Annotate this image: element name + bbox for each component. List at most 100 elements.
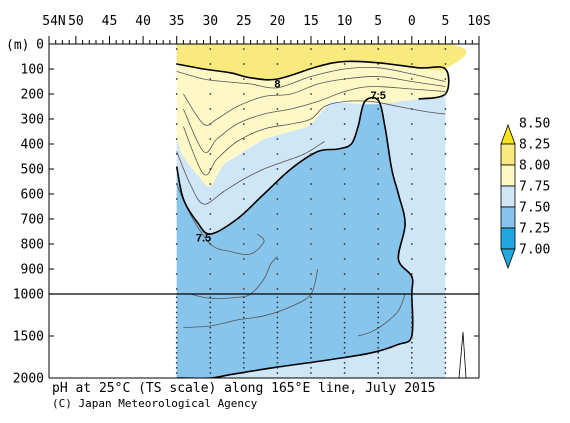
station-dot: [410, 48, 413, 50]
colorbar-swatch: [500, 164, 516, 187]
station-dot: [377, 306, 380, 309]
station-dot: [209, 331, 212, 334]
station-dot: [410, 78, 413, 80]
station-dot: [276, 93, 279, 95]
station-dot: [377, 168, 380, 170]
station-dot: [175, 243, 178, 245]
x-tick-label: 50: [68, 14, 84, 29]
thin-contour-line: [183, 100, 446, 176]
station-dot: [175, 153, 178, 155]
station-dot: [209, 346, 212, 349]
x-tick-label: 5: [441, 14, 449, 29]
thin-contour-line: [183, 76, 446, 126]
station-dot: [242, 336, 245, 339]
station-dot: [175, 288, 178, 290]
station-dot: [343, 63, 346, 65]
station-dot: [444, 138, 447, 140]
station-dot: [377, 213, 380, 215]
station-dot: [242, 316, 245, 319]
station-dot: [310, 311, 312, 314]
station-dot: [377, 331, 380, 334]
colorbar-swatch: [500, 227, 516, 250]
station-dot: [242, 48, 245, 50]
station-dot: [175, 362, 178, 364]
thin-contour-line: [357, 293, 406, 337]
station-dot: [444, 93, 447, 95]
station-dot: [242, 341, 245, 344]
station-dot: [242, 258, 245, 260]
station-dot: [209, 138, 212, 140]
contour-8-0: [176, 60, 450, 100]
station-dot: [310, 336, 312, 339]
ph-region-7-25-to-7-50: [176, 97, 413, 378]
station-dot: [444, 213, 447, 215]
station-dot: [343, 228, 346, 230]
station-dot: [410, 341, 413, 344]
station-dot: [209, 316, 212, 319]
station-dot: [242, 296, 245, 299]
y-tick-label: 600: [21, 188, 44, 203]
station-dot: [410, 326, 413, 329]
station-dot: [410, 228, 413, 230]
station-dot: [377, 153, 380, 155]
station-dot: [175, 331, 178, 334]
station-dot: [343, 93, 346, 95]
station-dot: [377, 288, 380, 290]
station-dot: [343, 198, 346, 200]
station-dot: [242, 301, 245, 304]
station-dot: [343, 213, 346, 215]
station-dot: [242, 78, 245, 80]
station-dot: [310, 213, 312, 215]
x-axis: 54N 50 45 40 35 30 25 20 15 10 5 0 5 10S: [42, 14, 490, 29]
y-tick-label: 300: [21, 113, 44, 128]
station-dot: [410, 63, 413, 65]
x-tick-label: 54N: [42, 14, 65, 29]
plot-frame: [48, 43, 480, 379]
colorbar-label: 7.00: [519, 243, 550, 258]
station-dot: [175, 336, 178, 339]
y-tick-label: 0: [36, 38, 44, 53]
station-dot: [343, 341, 346, 344]
colorbar-swatch: [500, 206, 516, 229]
station-dot: [310, 367, 312, 369]
station-dot: [310, 273, 312, 275]
y-axis-ticks: [49, 43, 479, 379]
station-dot: [410, 311, 413, 314]
station-dot: [242, 183, 245, 185]
station-dot: [175, 306, 178, 309]
colorbar-swatch-top: [500, 123, 516, 145]
station-dot: [276, 336, 279, 339]
station-dot: [444, 243, 447, 245]
station-dot: [343, 367, 346, 369]
station-dot: [377, 183, 380, 185]
station-dot: [377, 273, 380, 275]
station-dot: [242, 273, 245, 275]
station-dot: [410, 168, 413, 170]
station-dot: [343, 183, 346, 185]
station-dot: [175, 198, 178, 200]
colorbar-label: 7.75: [519, 180, 550, 195]
x-tick-label: 10S: [467, 14, 490, 29]
station-dot: [175, 183, 178, 185]
station-dot: [276, 228, 279, 230]
station-dot: [276, 306, 279, 309]
station-dot: [377, 311, 380, 314]
thin-contour-line: [183, 86, 446, 153]
station-dot: [310, 372, 312, 374]
thin-contour-line: [176, 66, 446, 89]
station-dot: [175, 138, 178, 140]
station-dot: [444, 306, 447, 309]
station-dot: [310, 356, 312, 359]
station-dot: [310, 138, 312, 140]
station-dot: [444, 356, 447, 359]
station-dot: [276, 243, 279, 245]
station-dot: [343, 288, 346, 290]
chart-title: pH at 25°C (TS scale) along 165°E line, …: [52, 381, 436, 396]
station-dot: [310, 63, 312, 65]
station-dot: [343, 326, 346, 329]
station-dot: [242, 228, 245, 230]
station-dot: [175, 346, 178, 349]
station-dot: [209, 321, 212, 324]
station-dot: [377, 228, 380, 230]
station-dot: [343, 311, 346, 314]
